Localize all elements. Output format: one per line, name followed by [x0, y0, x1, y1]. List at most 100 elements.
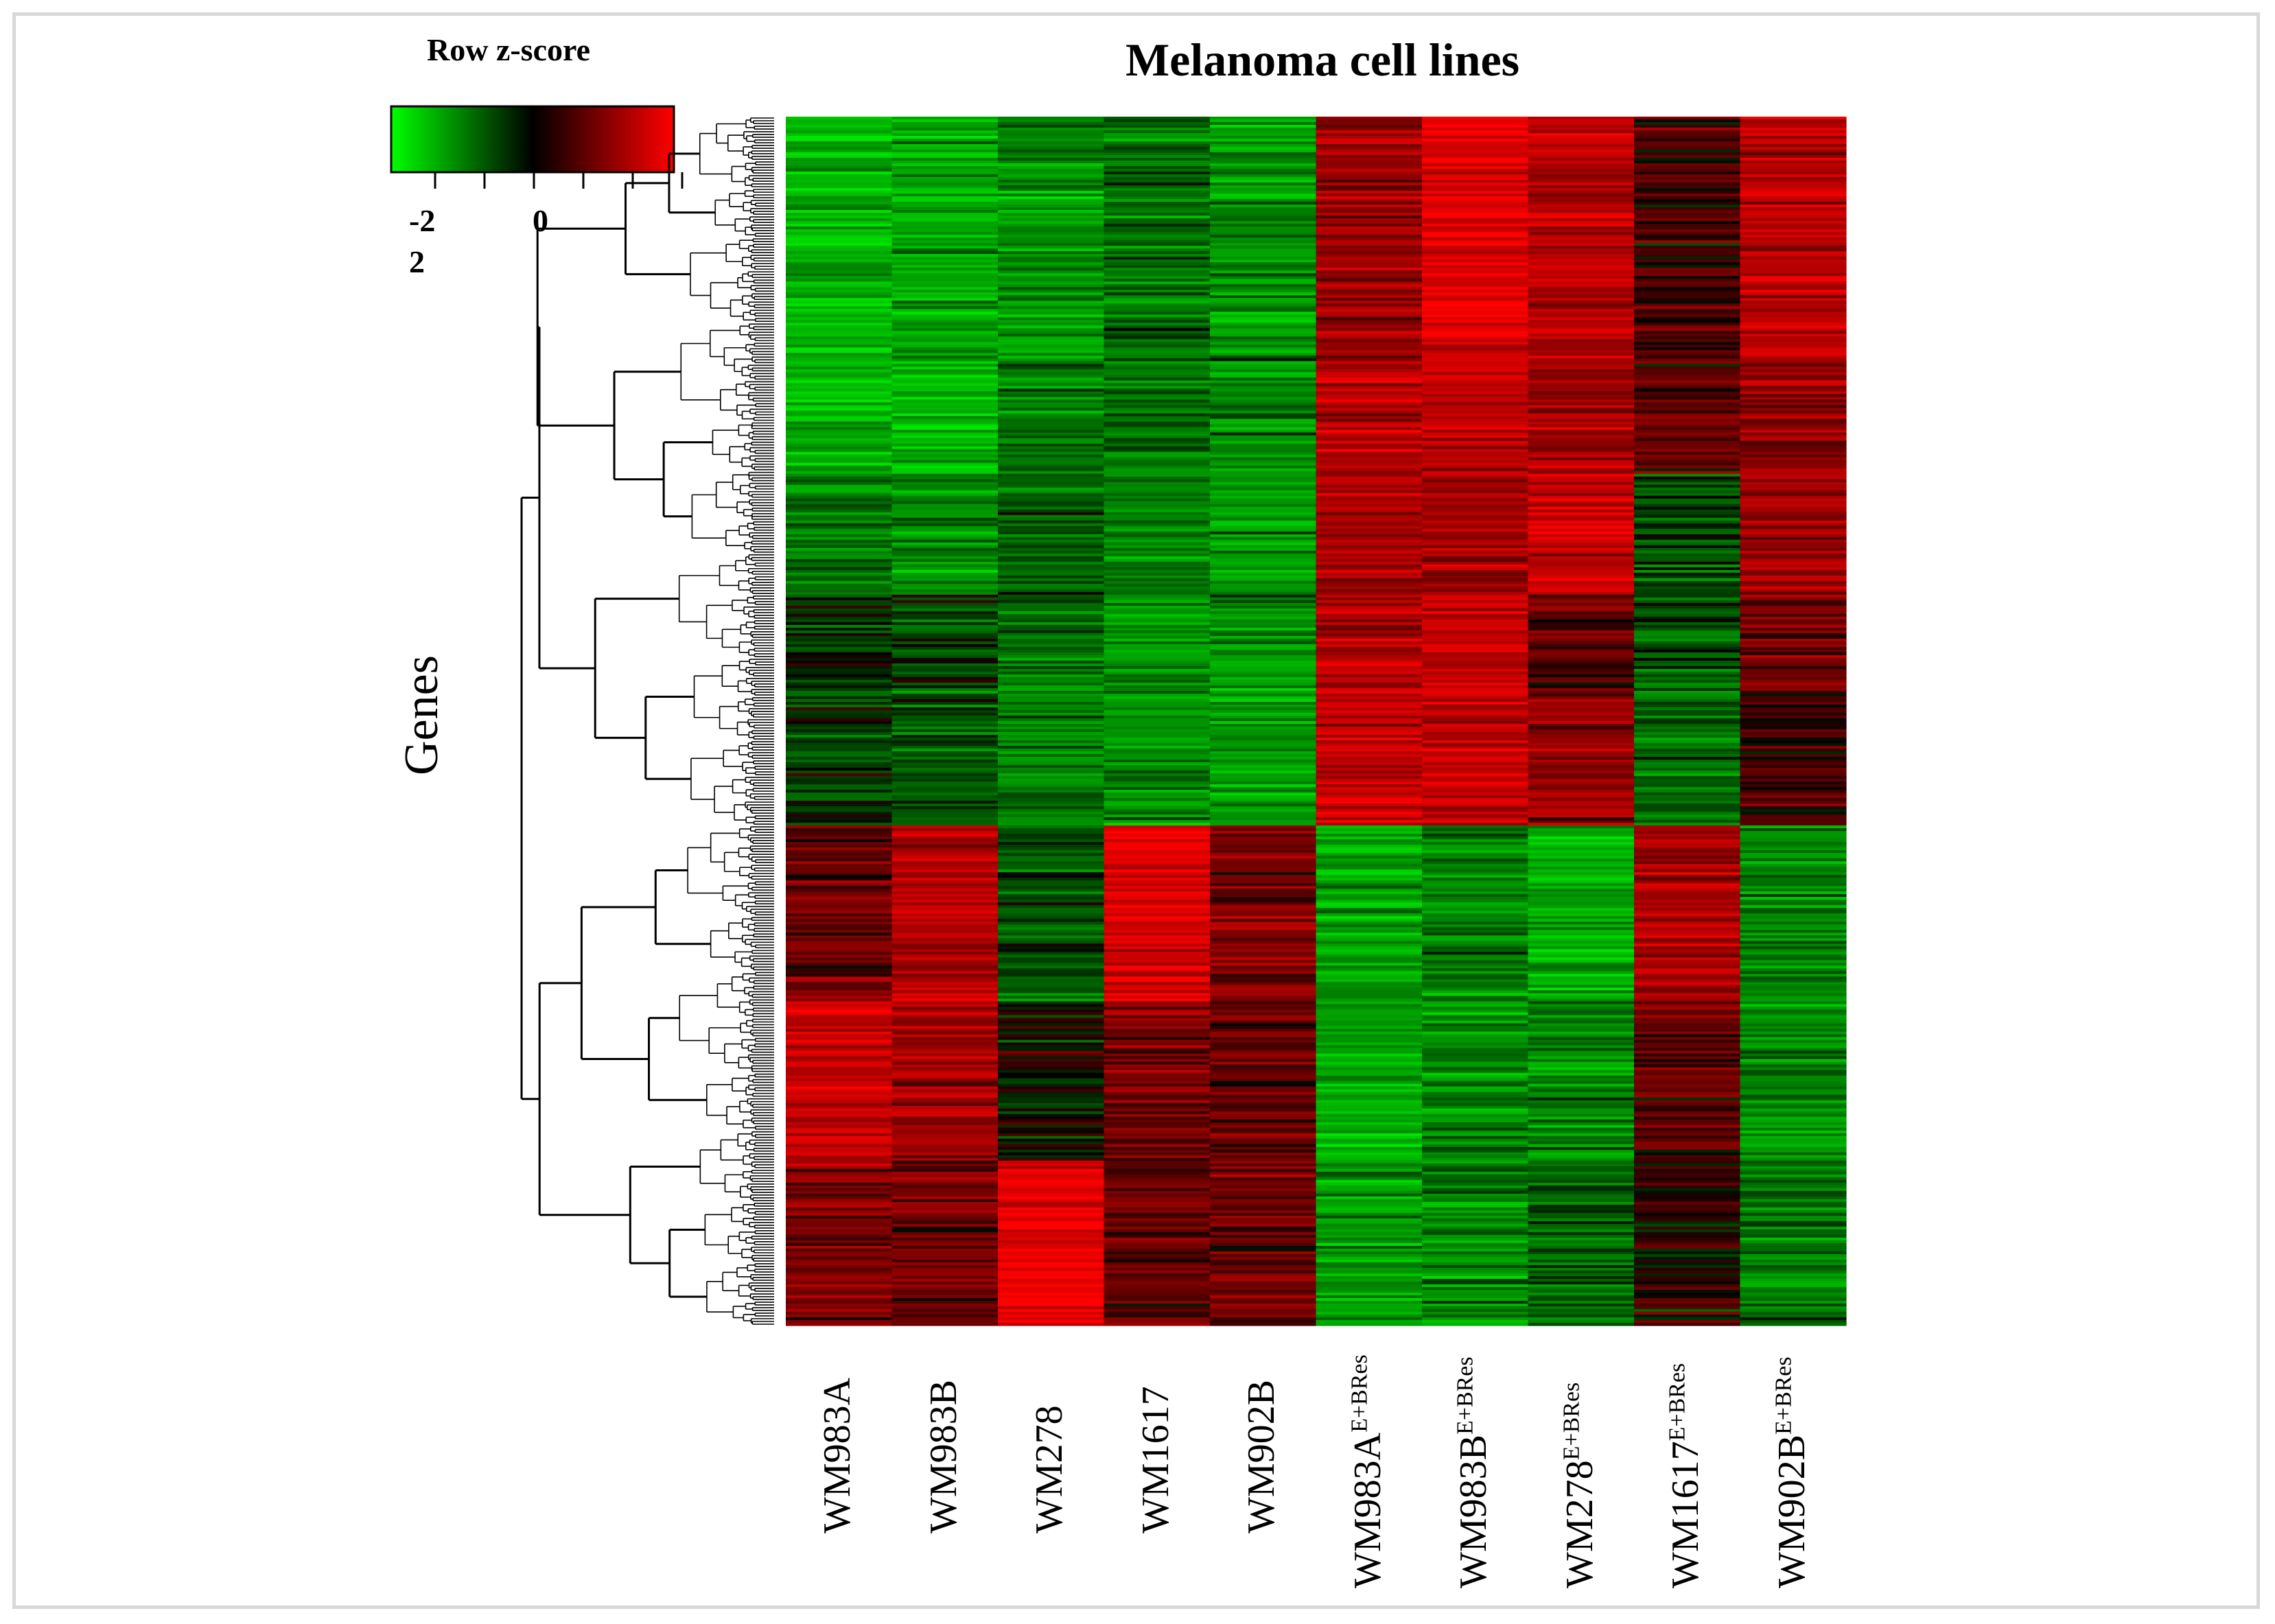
heatmap-cell: [1528, 674, 1635, 678]
heatmap-cell: [786, 130, 893, 134]
heatmap-cell: [1104, 1306, 1211, 1310]
heatmap-cell: [998, 262, 1105, 266]
heatmap-cell: [998, 580, 1105, 585]
heatmap-cell: [998, 1201, 1105, 1205]
heatmap-cell: [786, 889, 893, 892]
heatmap-cell: [1422, 254, 1529, 257]
heatmap-cell: [1422, 355, 1529, 359]
heatmap-cell: [891, 287, 999, 290]
heatmap-cell: [786, 635, 893, 639]
heatmap-cell: [1740, 1218, 1847, 1222]
heatmap-cell: [1104, 1017, 1211, 1022]
heatmap-cell: [998, 257, 1105, 260]
heatmap-cell: [786, 416, 893, 420]
heatmap-cell: [891, 1045, 999, 1049]
heatmap-cell: [998, 150, 1105, 153]
heatmap-cell: [1210, 196, 1317, 200]
heatmap-cell: [1316, 1144, 1423, 1148]
heatmap-cell: [1104, 872, 1211, 875]
heatmap-cell: [1422, 894, 1529, 897]
heatmap-cell: [1210, 743, 1317, 746]
heatmap-cell: [998, 520, 1105, 524]
heatmap-cell: [786, 1232, 893, 1236]
heatmap-cell: [1316, 139, 1423, 142]
heatmap-cell: [1210, 1103, 1317, 1107]
heatmap-cell: [1104, 674, 1211, 678]
heatmap-cell: [1104, 355, 1211, 359]
heatmap-cell: [891, 1237, 999, 1241]
heatmap-cell: [1740, 380, 1847, 384]
heatmap-cell: [1104, 325, 1211, 329]
heatmap-cell: [891, 237, 999, 241]
heatmap-cell: [1316, 515, 1423, 519]
heatmap-cell: [1422, 828, 1529, 832]
heatmap-cell: [1528, 520, 1635, 524]
heatmap-cell: [1210, 624, 1317, 628]
heatmap-cell: [786, 336, 893, 340]
heatmap-cell: [1316, 155, 1423, 158]
heatmap-cell: [1210, 1215, 1317, 1219]
heatmap-cell: [1528, 957, 1635, 961]
heatmap-cell: [1422, 454, 1529, 458]
heatmap-cell: [1528, 949, 1635, 952]
heatmap-cell: [998, 495, 1105, 499]
heatmap-cell: [1422, 1059, 1529, 1063]
heatmap-cell: [1740, 476, 1847, 480]
heatmap-cell: [1740, 1056, 1847, 1060]
heatmap-cell: [1104, 528, 1211, 532]
heatmap-cell: [1104, 1174, 1211, 1178]
heatmap-cell: [998, 1245, 1105, 1249]
heatmap-cell: [998, 845, 1105, 848]
heatmap-cell: [1316, 185, 1423, 189]
heatmap-cell: [1528, 1001, 1635, 1005]
heatmap-cell: [1210, 553, 1317, 557]
heatmap-cell: [786, 1028, 893, 1033]
heatmap-cell: [891, 257, 999, 260]
heatmap-cell: [1634, 575, 1741, 579]
heatmap-cell: [998, 416, 1105, 420]
heatmap-cell: [998, 1141, 1105, 1145]
heatmap-cell: [998, 608, 1105, 612]
heatmap-cell: [1634, 932, 1741, 936]
heatmap-cell: [786, 740, 893, 744]
heatmap-cell: [786, 1174, 893, 1178]
heatmap-cell: [1740, 814, 1847, 818]
heatmap-cell: [1422, 1311, 1529, 1315]
heatmap-cell: [1422, 696, 1529, 700]
heatmap-cell: [1740, 1229, 1847, 1233]
heatmap-cell: [998, 218, 1105, 222]
heatmap-cell: [1634, 1201, 1741, 1205]
heatmap-cell: [1740, 1286, 1847, 1291]
heatmap-cell: [1316, 397, 1423, 401]
heatmap-cell: [1634, 1188, 1741, 1192]
heatmap-cell: [1528, 419, 1635, 423]
heatmap-cell: [891, 273, 999, 276]
heatmap-cell: [1210, 301, 1317, 304]
heatmap-cell: [1740, 779, 1847, 782]
heatmap-cell: [1422, 564, 1529, 568]
heatmap-cell: [1104, 366, 1211, 370]
heatmap-cell: [1210, 545, 1317, 549]
heatmap-cell: [1528, 314, 1635, 318]
heatmap-cell: [786, 682, 893, 686]
heatmap-cell: [1210, 812, 1317, 815]
heatmap-cell: [891, 150, 999, 153]
heatmap-cell: [1740, 119, 1847, 123]
heatmap-cell: [891, 569, 999, 574]
heatmap-cell: [1634, 191, 1741, 194]
heatmap-cell: [1634, 1292, 1741, 1296]
heatmap-cell: [1634, 185, 1741, 189]
heatmap-cell: [1740, 218, 1847, 222]
heatmap-cell: [1104, 740, 1211, 744]
heatmap-cell: [1316, 1012, 1423, 1016]
heatmap-cell: [1104, 158, 1211, 161]
heatmap-cell: [1316, 471, 1423, 475]
heatmap-cell: [1528, 1108, 1635, 1112]
heatmap-cell: [786, 257, 893, 260]
heatmap-cell: [1316, 709, 1423, 714]
heatmap-cell: [891, 784, 999, 788]
heatmap-cell: [1316, 578, 1423, 582]
heatmap-cell: [1316, 408, 1423, 412]
heatmap-cell: [1104, 836, 1211, 840]
heatmap-cell: [1210, 465, 1317, 469]
